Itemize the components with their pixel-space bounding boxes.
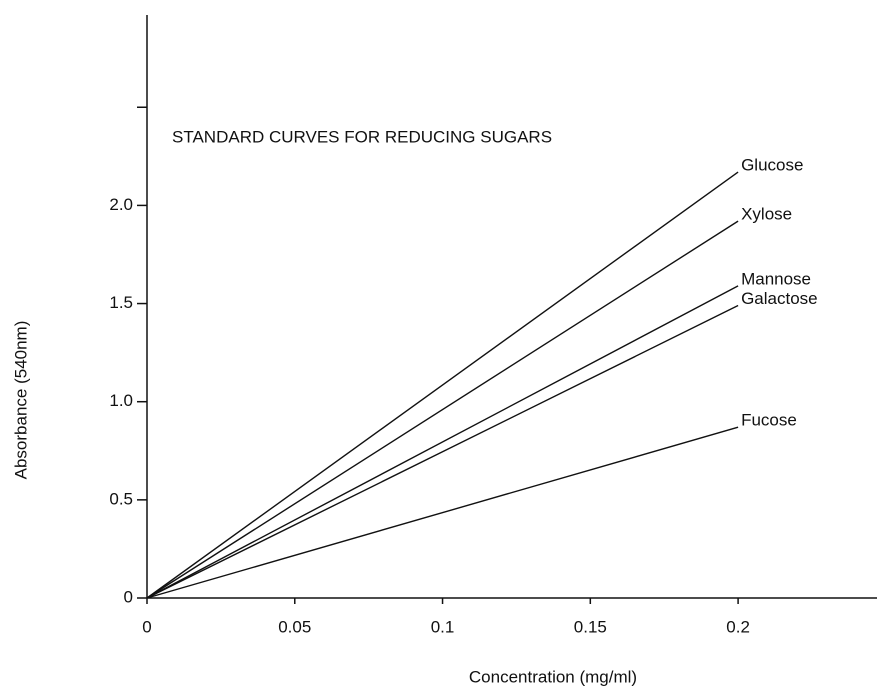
y-tick-label: 0.5 (109, 489, 133, 508)
x-tick-label: 0.05 (278, 617, 311, 636)
y-tick-label: 1.5 (109, 293, 133, 312)
series-label: Galactose (741, 289, 818, 308)
series-label: Xylose (741, 205, 792, 224)
x-tick-label: 0.15 (574, 617, 607, 636)
y-tick-label: 0 (124, 587, 133, 606)
series-label: Mannose (741, 269, 811, 288)
series-line (146, 285, 739, 599)
x-tick-label: 0.2 (726, 617, 750, 636)
y-tick-label: 1.0 (109, 391, 133, 410)
x-axis-label: Concentration (mg/ml) (469, 667, 637, 686)
x-tick-label: 0 (142, 617, 151, 636)
series-label: Fucose (741, 411, 797, 430)
x-tick-label: 0.1 (431, 617, 455, 636)
chart-title: STANDARD CURVES FOR REDUCING SUGARS (172, 127, 552, 146)
series-line (146, 426, 739, 599)
series-line (146, 220, 739, 599)
y-tick-label: 2.0 (109, 195, 133, 214)
y-axis-label: Absorbance (540nm) (11, 321, 30, 480)
series-label: Glucose (741, 156, 803, 175)
series-line (146, 171, 739, 599)
series-line (146, 304, 739, 599)
